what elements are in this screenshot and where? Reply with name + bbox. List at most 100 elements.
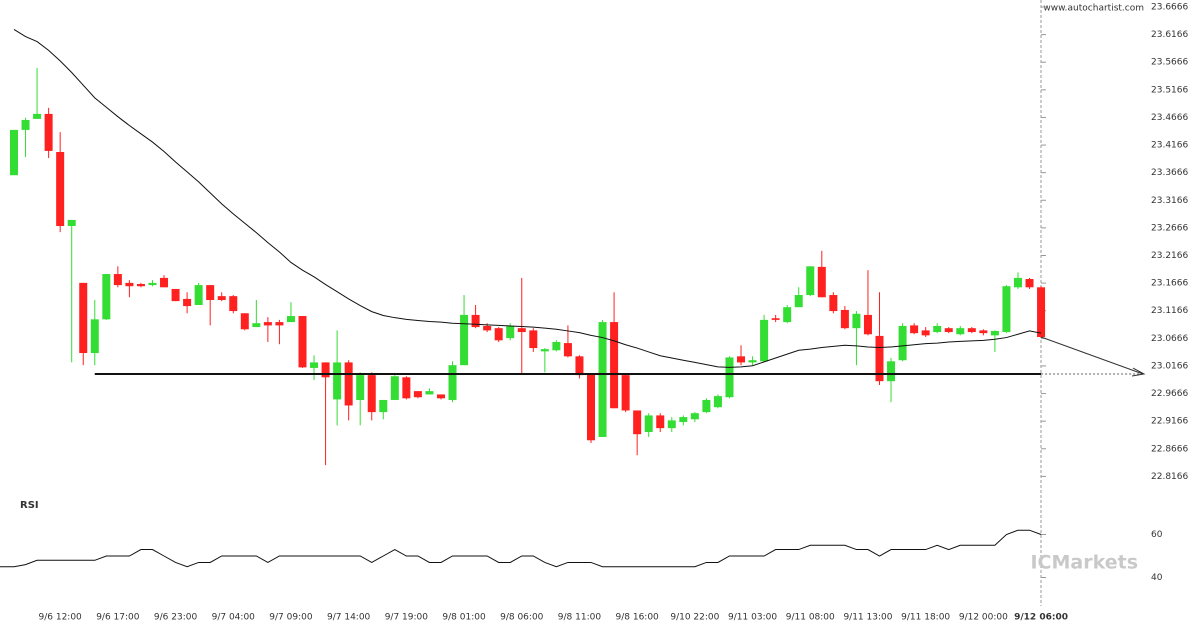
forecast-arrowhead	[1131, 367, 1146, 377]
source: www.autochartist.com	[1043, 4, 1144, 14]
x-tick-label: 9/11 18:00	[901, 613, 950, 623]
candle-body	[806, 266, 815, 296]
y-tick-label: 23.3666	[1151, 168, 1188, 178]
x-tick-label: 9/8 16:00	[616, 613, 660, 623]
candle-body	[679, 417, 688, 423]
rsi-tick-label: 40	[1151, 573, 1163, 583]
x-tick-label: 9/7 04:00	[212, 613, 256, 623]
x-tick-label: 9/10 22:00	[670, 613, 719, 623]
candle-body	[1002, 286, 1011, 333]
candle-body	[206, 285, 215, 301]
candle-body	[760, 319, 769, 362]
candle-body	[506, 325, 515, 339]
candle-body	[956, 328, 965, 335]
candle-body	[690, 413, 699, 420]
x-tick-label: 9/7 19:00	[385, 613, 429, 623]
candle-body	[575, 356, 584, 376]
candle-body	[413, 391, 422, 398]
candle-body	[148, 282, 157, 286]
y-tick-label: 22.8166	[1151, 472, 1188, 482]
candle-body	[563, 343, 572, 357]
candle-body	[113, 274, 122, 286]
x-tick-label: 9/11 08:00	[786, 613, 835, 623]
candle-body	[840, 309, 849, 329]
candle-body	[817, 266, 826, 298]
y-tick-label: 23.4166	[1151, 141, 1188, 151]
y-tick-label: 23.4666	[1151, 113, 1188, 123]
candle-body	[310, 362, 319, 368]
candle-body	[829, 295, 838, 312]
x-tick-label: 9/7 09:00	[269, 613, 313, 623]
candle-body	[125, 282, 134, 287]
candle-body	[921, 330, 930, 336]
candle-body	[863, 314, 872, 335]
candle-body	[21, 119, 30, 130]
candle-body	[67, 219, 76, 227]
candle-body	[967, 328, 976, 333]
candle-body	[771, 318, 780, 320]
candle-body	[275, 322, 284, 326]
candle-body	[644, 415, 653, 432]
moving-average	[13, 28, 1042, 368]
candle-body	[171, 288, 180, 302]
x-tick-label: 9/6 23:00	[154, 613, 198, 623]
candle-body	[183, 298, 192, 307]
candle-body	[252, 323, 261, 328]
y-tick-label: 23.2166	[1151, 251, 1188, 261]
candle-body	[56, 152, 65, 227]
candle-body	[621, 375, 630, 411]
candle-body	[540, 349, 549, 352]
candle-body	[725, 357, 734, 398]
candle-body	[1025, 279, 1034, 288]
candle-body	[1013, 277, 1022, 288]
x-tick-label: 9/6 12:00	[39, 613, 83, 623]
candle-body	[471, 314, 480, 328]
candle-body	[356, 375, 365, 400]
candle-body	[933, 325, 942, 333]
candle-body	[990, 330, 999, 336]
candle-body	[737, 356, 746, 363]
y-tick-label: 23.5666	[1151, 58, 1188, 68]
x-tick-label: 9/12 00:00	[959, 613, 1008, 623]
candle-body	[102, 274, 111, 320]
candle-body	[587, 374, 595, 441]
candle-body	[448, 365, 457, 400]
y-tick-label: 23.1166	[1151, 306, 1188, 316]
candle-body	[529, 330, 538, 349]
candle-body	[390, 376, 399, 400]
candle-body	[979, 330, 988, 334]
y-tick-label: 23.5166	[1151, 85, 1188, 95]
candle-body	[298, 316, 307, 368]
candle-body	[402, 377, 411, 399]
y-tick-label: 23.6666	[1151, 3, 1188, 13]
candle-body	[794, 295, 803, 308]
candle-body	[160, 277, 169, 288]
candle-body	[667, 420, 676, 429]
y-tick-label: 23.3166	[1151, 196, 1188, 206]
y-tick-label: 23.0666	[1151, 334, 1188, 344]
x-tick-label: 9/11 03:00	[728, 613, 777, 623]
candle-body	[783, 307, 792, 323]
x-tick-label: 9/6 17:00	[96, 613, 140, 623]
y-tick-label: 23.6166	[1151, 30, 1188, 40]
y-tick-label: 23.2666	[1151, 223, 1188, 233]
candle-body	[263, 322, 272, 326]
x-tick-label: 9/11 13:00	[843, 613, 892, 623]
candle-body	[944, 328, 953, 333]
candle-body	[552, 341, 561, 351]
candle-body	[90, 319, 99, 354]
candle-body	[286, 316, 295, 323]
y-tick-label: 22.8666	[1151, 444, 1188, 454]
candle-body	[425, 391, 434, 395]
candle-body	[436, 394, 445, 399]
candle-body	[598, 322, 607, 437]
candle-body	[79, 282, 88, 354]
candle-body	[748, 360, 757, 363]
candle-body	[610, 322, 619, 409]
x-tick-label: 9/12 06:00	[1014, 613, 1068, 623]
candle-body	[136, 283, 145, 287]
candle-body	[344, 362, 353, 406]
forecast-arrow	[1040, 336, 1144, 375]
candle-body	[910, 325, 919, 334]
